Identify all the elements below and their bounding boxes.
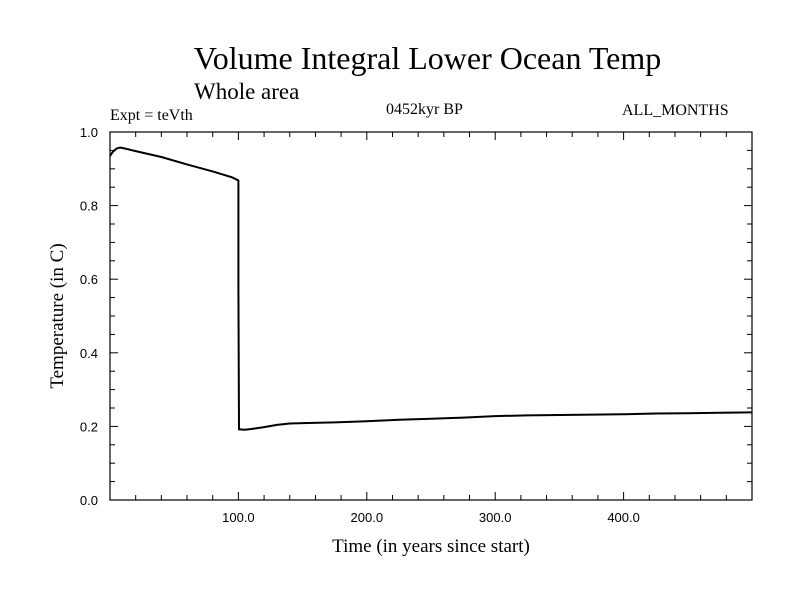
period-label: 0452kyr BP [386, 101, 463, 118]
axis-ticks [110, 132, 752, 500]
chart-subtitle: Whole area [194, 79, 300, 104]
y-tick-label: 0.8 [80, 199, 98, 214]
y-tick-label: 0.4 [80, 346, 98, 361]
axis-tick-labels: 100.0 200.0 300.0 400.0 0.0 0.2 0.4 0.6 0.8 1.0 [80, 125, 640, 525]
plot-frame [109, 131, 753, 501]
y-tick-label: 0.2 [80, 419, 98, 434]
x-axis-label: Time (in years since start) [332, 536, 530, 557]
y-axis-label: Temperature (in C) [47, 243, 68, 388]
series-line [109, 146, 753, 431]
x-tick-label: 300.0 [479, 510, 512, 525]
x-tick-label: 400.0 [607, 510, 640, 525]
y-tick-label: 0.0 [80, 493, 98, 508]
months-label: ALL_MONTHS [622, 102, 729, 119]
x-tick-label: 200.0 [351, 510, 384, 525]
y-tick-label: 0.6 [80, 272, 98, 287]
y-tick-label: 1.0 [80, 125, 98, 140]
x-tick-label: 100.0 [222, 510, 255, 525]
experiment-label: Expt = teVth [110, 107, 193, 124]
chart-title: Volume Integral Lower Ocean Temp [193, 40, 662, 76]
